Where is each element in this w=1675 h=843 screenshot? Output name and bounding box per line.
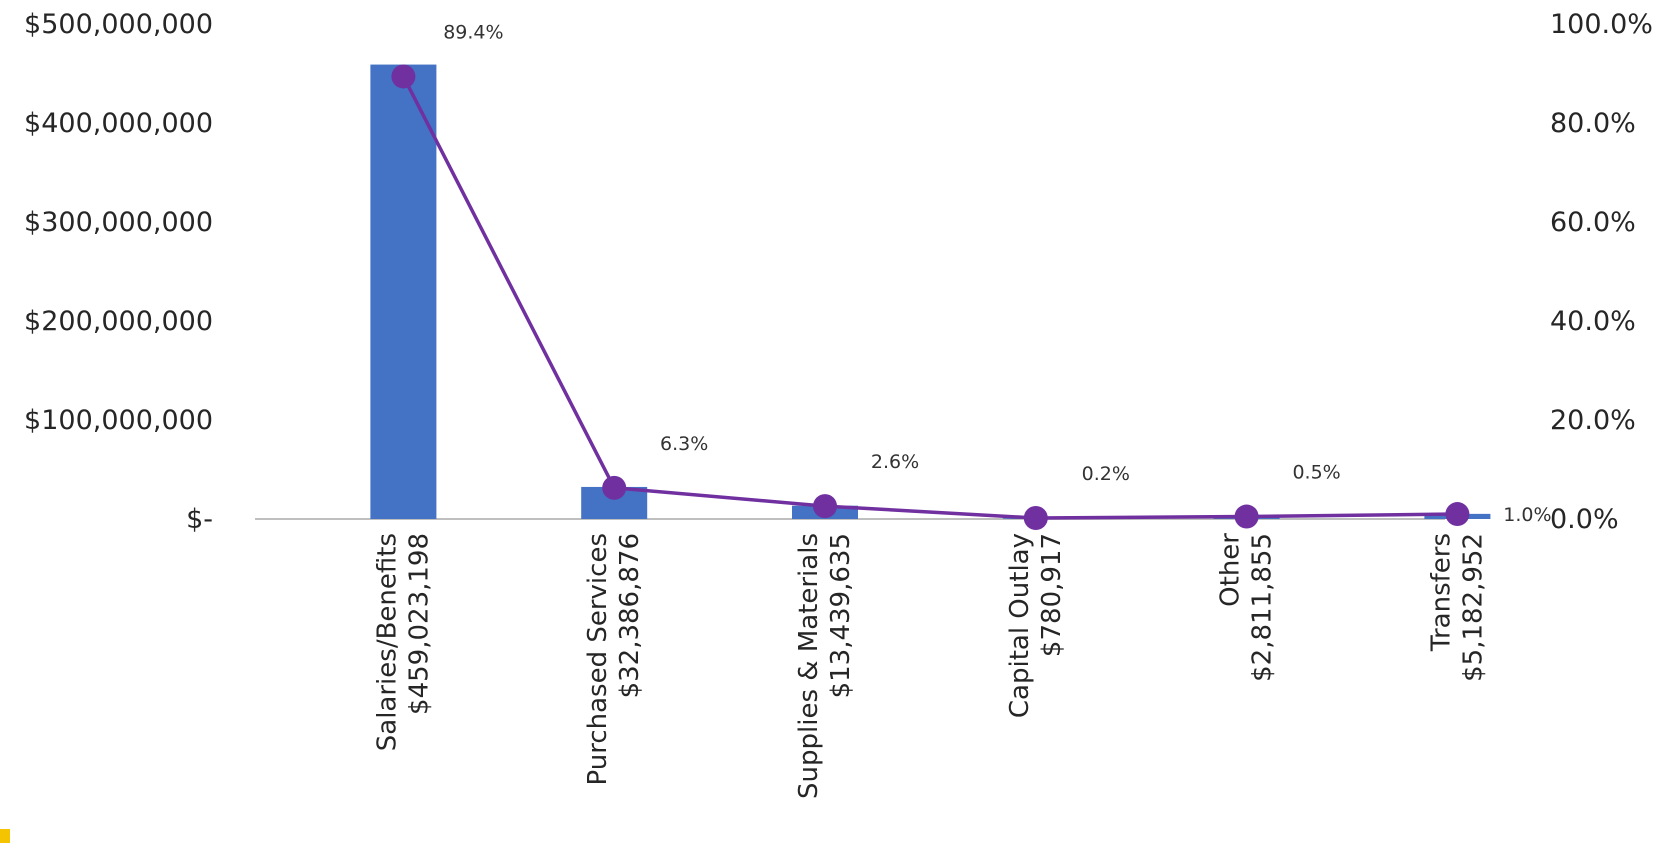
percent-data-label: 1.0% <box>1503 504 1551 526</box>
corner-accent-mark <box>0 829 10 843</box>
category-name: Transfers <box>1426 533 1456 652</box>
right-tick-label: 40.0% <box>1550 306 1636 337</box>
line-point <box>1023 506 1048 531</box>
right-axis-ticks: 0.0% 20.0% 40.0% 60.0% 80.0% 100.0% <box>1550 9 1653 535</box>
percent-data-label: 2.6% <box>871 451 919 473</box>
category-name: Supplies & Materials <box>794 533 824 799</box>
category-name: Purchased Services <box>583 533 613 785</box>
category-label: Capital Outlay$780,917 <box>1005 533 1067 718</box>
right-tick-label: 60.0% <box>1550 207 1636 238</box>
category-amount: $2,811,855 <box>1248 533 1278 682</box>
line-point <box>1234 504 1259 529</box>
bar <box>370 64 437 520</box>
category-amount: $459,023,198 <box>404 533 434 715</box>
percent-data-label: 6.3% <box>660 433 708 455</box>
category-name: Other <box>1216 533 1246 607</box>
percent-data-label: 0.2% <box>1082 463 1130 485</box>
left-axis-ticks: $- $100,000,000 $200,000,000 $300,000,000 $4… <box>24 9 213 535</box>
percent-data-label: 0.5% <box>1292 462 1340 484</box>
percent-data-label: 89.4% <box>443 21 503 43</box>
category-amount: $32,386,876 <box>615 533 645 698</box>
right-tick-label: 0.0% <box>1550 504 1619 535</box>
category-amount: $5,182,952 <box>1458 533 1488 682</box>
line-point <box>602 475 627 500</box>
line-point <box>1445 502 1470 527</box>
left-tick-label: $- <box>186 504 213 535</box>
category-name: Salaries/Benefits <box>372 533 402 751</box>
right-tick-label: 80.0% <box>1550 108 1636 139</box>
left-tick-label: $400,000,000 <box>24 108 213 139</box>
category-label: Purchased Services$32,386,876 <box>583 533 645 785</box>
right-tick-label: 100.0% <box>1550 9 1653 40</box>
bar-series <box>370 64 1491 520</box>
left-tick-label: $200,000,000 <box>24 306 213 337</box>
category-amount: $13,439,635 <box>826 533 856 698</box>
category-labels: Salaries/Benefits$459,023,198 Purchased S… <box>372 533 1488 799</box>
line-point <box>813 494 837 519</box>
category-label: Salaries/Benefits$459,023,198 <box>372 533 434 751</box>
category-label: Transfers$5,182,952 <box>1426 533 1488 682</box>
percent-line-points <box>391 64 1470 531</box>
percent-line-series <box>401 75 1458 520</box>
line-point <box>391 64 416 89</box>
left-tick-label: $300,000,000 <box>24 207 213 238</box>
left-tick-label: $100,000,000 <box>24 405 213 436</box>
percent-data-labels: 89.4% 6.3% 2.6% 0.2% 0.5% 1.0% <box>443 21 1551 526</box>
category-name: Capital Outlay <box>1005 533 1035 718</box>
category-label: Other$2,811,855 <box>1216 533 1278 682</box>
category-label: Supplies & Materials$13,439,635 <box>794 533 856 799</box>
right-tick-label: 20.0% <box>1550 405 1636 436</box>
left-tick-label: $500,000,000 <box>24 9 213 40</box>
category-amount: $780,917 <box>1037 533 1067 657</box>
